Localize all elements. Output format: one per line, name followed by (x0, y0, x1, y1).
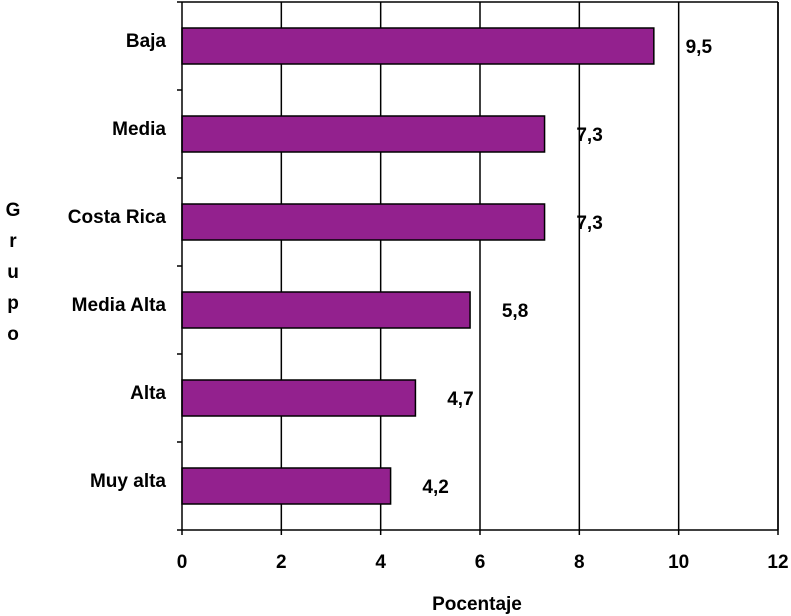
x-axis-title: Pocentaje (432, 594, 522, 615)
axes (177, 1, 779, 535)
category-label-4: Alta (130, 383, 166, 404)
value-label-1: 7,3 (576, 125, 602, 146)
value-label-2: 7,3 (576, 213, 602, 234)
y-axis-title-letter-0: G (6, 200, 21, 221)
bar-5 (181, 467, 392, 505)
category-label-3: Media Alta (72, 295, 167, 316)
x-tick-label-5: 10 (668, 552, 689, 573)
x-tick-label-0: 0 (177, 552, 188, 573)
value-label-5: 4,2 (422, 477, 448, 498)
category-label-0: Baja (126, 31, 167, 52)
x-tick-label-1: 2 (276, 552, 287, 573)
value-label-0: 9,5 (686, 37, 713, 58)
x-tick-label-4: 8 (574, 552, 585, 573)
bar-2 (181, 203, 546, 241)
y-axis-title-letter-4: o (7, 324, 19, 345)
bar-4 (181, 379, 417, 417)
x-tick-label-2: 4 (375, 552, 386, 573)
y-axis-title-letter-3: p (7, 293, 19, 314)
y-axis-title-letter-1: r (9, 231, 17, 252)
category-label-1: Media (112, 119, 166, 140)
y-axis-title-letter-2: u (7, 262, 19, 283)
value-label-3: 5,8 (502, 301, 528, 322)
grid-lines (280, 2, 779, 530)
bars (181, 27, 655, 505)
value-label-4: 4,7 (447, 389, 473, 410)
bar-3 (181, 291, 471, 329)
category-label-2: Costa Rica (68, 207, 167, 228)
category-label-5: Muy alta (90, 471, 166, 492)
x-tick-label-3: 6 (475, 552, 486, 573)
bar-0 (181, 27, 655, 65)
bar-1 (181, 115, 546, 153)
x-tick-label-6: 12 (767, 552, 788, 573)
labels: 9,5 Baja 7,3 Media 7,3 Costa Rica 5,8 Media Alt… (68, 31, 789, 573)
